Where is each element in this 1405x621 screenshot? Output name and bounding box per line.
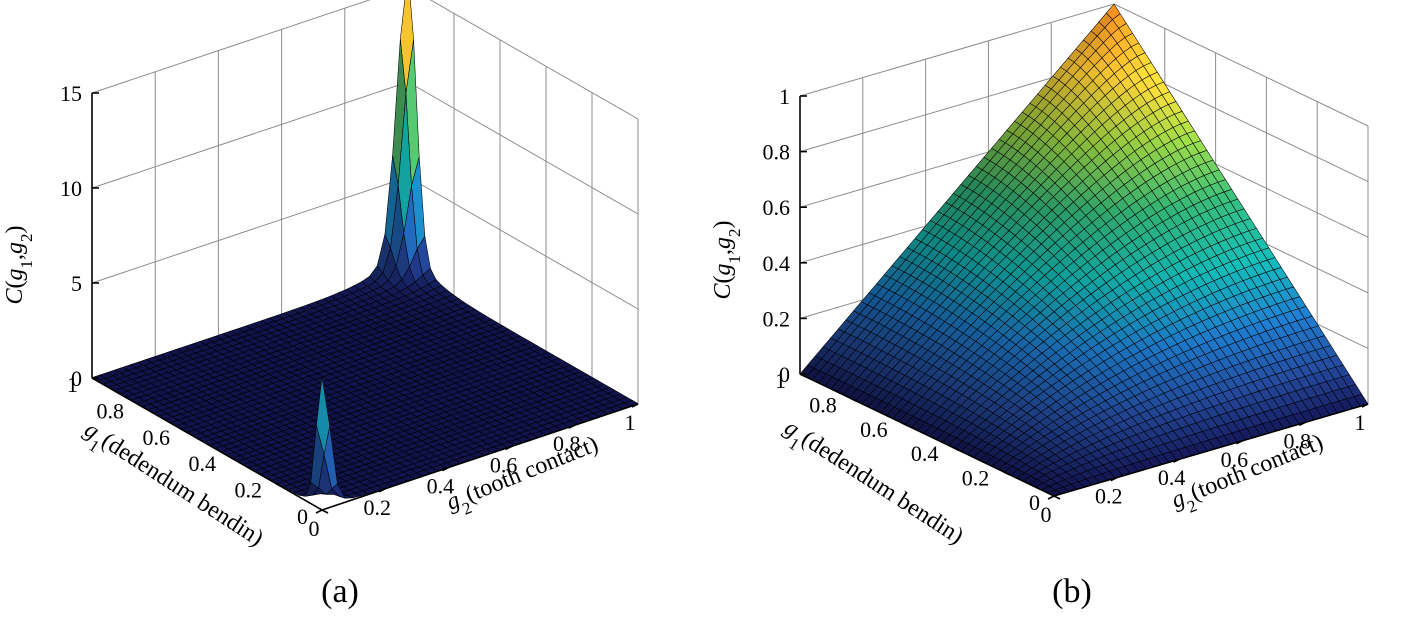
surface-mesh [91, 0, 639, 499]
x-tick-label: 0.4 [1158, 465, 1186, 490]
x-tick-label: 0.4 [427, 474, 455, 499]
panel-b-surface-chart: 00.20.40.60.8100.20.40.60.8100.20.40.60.… [710, 3, 1369, 610]
y-tick-label: 1 [67, 372, 78, 397]
z-axis-label: C(g1,g2) [710, 220, 744, 299]
y-tick-label: 0.2 [962, 466, 990, 491]
z-tick-label: 0 [779, 362, 790, 387]
z-tick-label: 15 [60, 81, 82, 106]
x-tick-label: 0.6 [1221, 447, 1249, 472]
x-tick-label: 0.2 [363, 495, 391, 520]
x-axis-line [321, 403, 639, 511]
y-tick-label: 0.2 [235, 478, 263, 503]
panel-caption: (a) [321, 573, 359, 610]
y-tick-label: 0.8 [97, 398, 125, 423]
x-tick-label: 0.8 [1283, 428, 1311, 453]
y-tick-label: 1 [775, 368, 786, 393]
x-axis-line [1053, 403, 1369, 497]
panel-a-surface-chart: 00.20.40.60.8100.20.40.60.81051015g2(too… [2, 0, 639, 610]
z-tick-label: 0 [71, 366, 82, 391]
z-tick-label: 0.2 [763, 306, 791, 331]
y-tick-label: 0.4 [189, 451, 217, 476]
axes: 00.20.40.60.8100.20.40.60.8100.20.40.60.… [763, 84, 1369, 527]
y-tick-label: 0 [1029, 490, 1040, 515]
y-axis-line [91, 377, 323, 511]
x-tick-label: 0 [1041, 502, 1052, 527]
x-tick-label: 0.6 [490, 452, 518, 477]
x-tick-label: 0.8 [553, 431, 581, 456]
y-axis-line [799, 373, 1055, 497]
z-tick-label: 0.8 [763, 140, 791, 165]
y-tick-label: 0.6 [860, 417, 888, 442]
x-tick-label: 0 [309, 516, 320, 541]
y-tick-label: 0.8 [809, 392, 837, 417]
z-axis-label: C(g1,g2) [2, 225, 36, 304]
y-tick-label: 0.4 [911, 441, 939, 466]
y-tick-label: 0 [297, 504, 308, 529]
surface-cell [316, 376, 330, 455]
z-tick-label: 1 [779, 84, 790, 109]
x-tick-label: 0.2 [1095, 484, 1123, 509]
z-tick-label: 0.6 [763, 195, 791, 220]
x-tick-label: 1 [625, 410, 636, 435]
z-tick-label: 5 [71, 271, 82, 296]
panel-caption: (b) [1052, 573, 1092, 610]
z-tick-label: 0.4 [763, 251, 791, 276]
x-tick-label: 1 [1355, 410, 1366, 435]
z-tick-label: 10 [60, 176, 82, 201]
surface-mesh [799, 3, 1369, 497]
y-tick-label: 0.6 [143, 425, 171, 450]
